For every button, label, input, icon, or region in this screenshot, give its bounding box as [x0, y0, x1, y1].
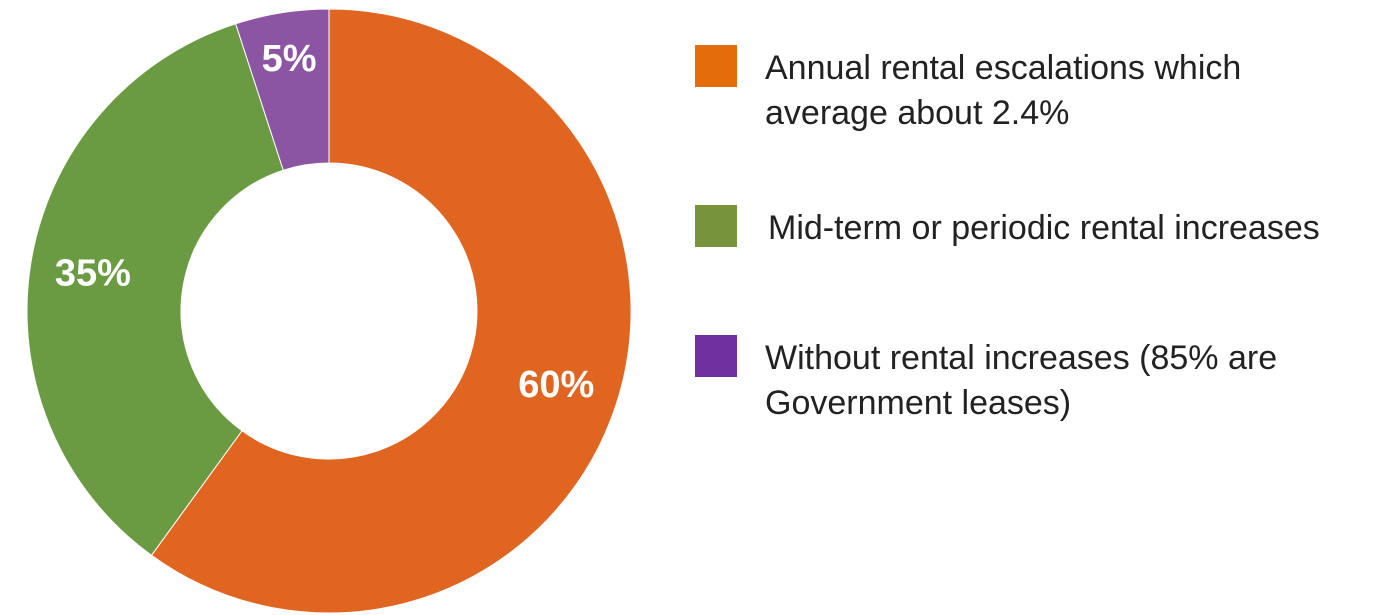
- legend-label: Government leases): [765, 384, 1071, 422]
- slice-annual-rental-escalations-which-average-: [150, 8, 632, 614]
- legend-swatch: [695, 205, 737, 247]
- slice-labels: 60% 35% 5%: [55, 38, 594, 406]
- legend-label: average about 2.4%: [765, 94, 1069, 132]
- legend-item-without-rental-increases-85-are-governme: Without rental increases (85% are Governm…: [695, 335, 1277, 422]
- legend-label: Mid-term or periodic rental increases: [768, 209, 1320, 247]
- slice-mid-term-or-periodic-rental-increases: [26, 23, 284, 557]
- donut-slices: [26, 8, 632, 614]
- legend-item-annual-rental-escalations-which-average-: Annual rental escalations which average a…: [695, 45, 1241, 132]
- legend: Annual rental escalations which average a…: [695, 45, 1320, 422]
- slice-without-rental-increases-85-are-governme: [235, 8, 330, 171]
- legend-swatch: [695, 45, 737, 87]
- data-label-annual-rental-escalations-which-average-: 60%: [518, 364, 594, 406]
- legend-swatch: [695, 335, 737, 377]
- legend-label: Annual rental escalations which: [765, 49, 1241, 87]
- data-label-mid-term-or-periodic-rental-increases: 35%: [55, 253, 131, 295]
- data-label-without-rental-increases-85-are-governme: 5%: [262, 38, 317, 80]
- legend-label: Without rental increases (85% are: [765, 339, 1277, 377]
- legend-item-mid-term-or-periodic-rental-increases: Mid-term or periodic rental increases: [695, 205, 1320, 247]
